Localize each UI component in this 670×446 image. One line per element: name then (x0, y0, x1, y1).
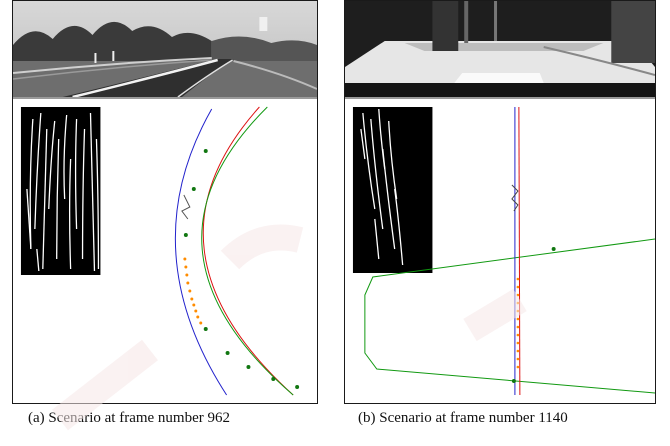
center-mark-b (511, 184, 519, 212)
caption-a: (a) Scenario at frame number 962 (28, 410, 230, 426)
red-line-b (518, 106, 521, 396)
camera-photo-a (13, 1, 317, 97)
red-curve-a (202, 106, 294, 396)
green-points-b (511, 247, 556, 383)
green-points-a (183, 149, 300, 389)
panel-divider-b (345, 97, 655, 99)
orange-points-b (516, 277, 520, 369)
edge-inset-b (352, 107, 433, 273)
panel-divider-a (13, 97, 317, 99)
figure-panel-a (12, 0, 318, 404)
figure-panel-b (344, 0, 656, 404)
lane-plot-b (352, 106, 655, 396)
lane-plot-a (20, 106, 300, 396)
center-mark-a (181, 194, 191, 220)
caption-b: (b) Scenario at frame number 1140 (358, 410, 568, 426)
blue-curve-a (174, 108, 228, 396)
edge-inset-a (20, 107, 101, 275)
camera-photo-b (345, 1, 655, 97)
green-curve-a (201, 106, 294, 396)
orange-points-a (183, 257, 203, 325)
green-curve-b (364, 238, 655, 394)
